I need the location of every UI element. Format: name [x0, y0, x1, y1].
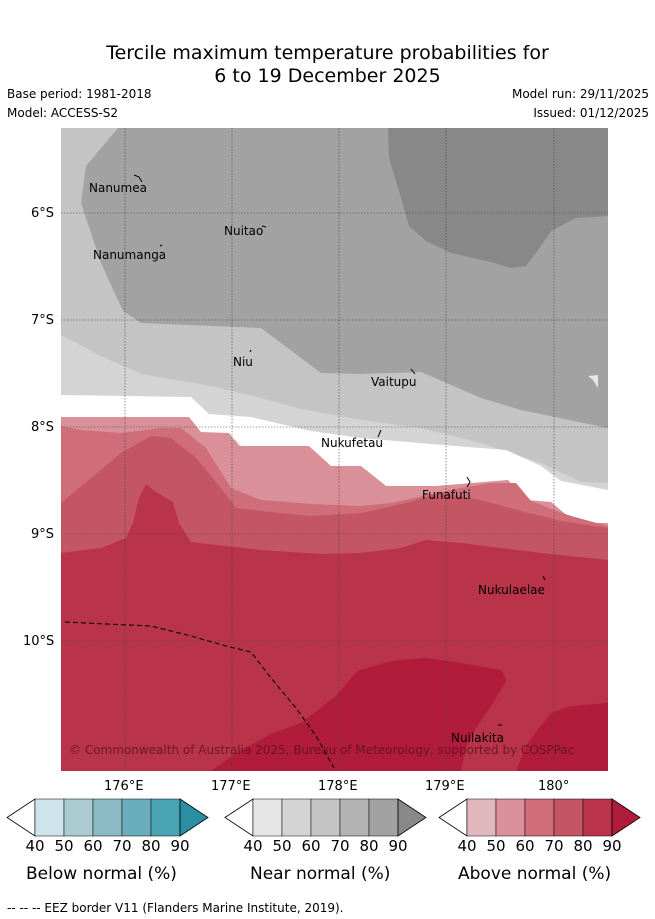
above-normal-90-zone-east [516, 703, 608, 771]
colorbar-tick-label: 50 [486, 837, 506, 855]
colorbar-tick-label: 50 [54, 837, 74, 855]
colorbar-high-arrow [397, 798, 427, 837]
colorbar-tick-label: 40 [25, 837, 45, 855]
forecast-map: Nanumea Nuitao Nanumanga Niu Vaitupu Nuk… [61, 128, 608, 771]
colorbar-segment [553, 798, 584, 837]
colorbar-segment [339, 798, 370, 837]
colorbar-segment [368, 798, 399, 837]
colorbar-high-arrow [179, 798, 209, 837]
colorbar-1 [224, 798, 427, 837]
colorbar-tick-label: 90 [388, 837, 408, 855]
colorbar-segment [150, 798, 181, 837]
colorbar-2 [438, 798, 641, 837]
colorbar-tick-label: 60 [83, 837, 103, 855]
colorbar-low-arrow [438, 798, 468, 837]
colorbar-0 [6, 798, 209, 837]
lat-label: 10°S [23, 634, 55, 649]
place-label: Niu [233, 355, 253, 369]
colorbar-segment [310, 798, 341, 837]
colorbar-segment [63, 798, 94, 837]
lat-label: 8°S [31, 420, 55, 435]
colorbar-segment [524, 798, 555, 837]
colorbar-segment [495, 798, 526, 837]
colorbar-segment [281, 798, 312, 837]
near-normal-90-zone [388, 128, 608, 268]
lon-label: 180° [538, 779, 570, 794]
colorbar-tick-label: 80 [359, 837, 379, 855]
colorbar-label-above: Above normal (%) [458, 864, 612, 884]
colorbar-tick-label: 70 [112, 837, 132, 855]
above-normal-90-zone [211, 658, 507, 771]
colorbar-low-arrow [224, 798, 254, 837]
place-label: Nukufetau [321, 436, 383, 450]
colorbar-tick-label: 60 [515, 837, 535, 855]
colorbar-tick-label: 60 [301, 837, 321, 855]
model-name: Model: ACCESS-S2 [7, 106, 119, 120]
eez-border [64, 621, 335, 769]
small-patch [588, 375, 598, 388]
lat-label: 9°S [31, 527, 55, 542]
colorbar-tick-label: 90 [170, 837, 190, 855]
colorbar-segment [121, 798, 152, 837]
colorbar-tick-label: 80 [141, 837, 161, 855]
colorbar-segment [34, 798, 65, 837]
gridlines [61, 128, 608, 771]
place-label: Nanumea [89, 181, 147, 195]
colorbar-segment [466, 798, 497, 837]
colorbar-tick-label: 40 [243, 837, 263, 855]
lon-label: 177°E [211, 779, 251, 794]
title-line-1: Tercile maximum temperature probabilitie… [106, 42, 549, 64]
island-marks [133, 174, 546, 726]
colorbars [6, 798, 641, 837]
colorbar-low-arrow [6, 798, 36, 837]
colorbar-high-arrow [611, 798, 641, 837]
place-label: Nuitao [224, 224, 263, 238]
colorbar-segment [582, 798, 613, 837]
lon-label: 176°E [104, 779, 144, 794]
place-label: Vaitupu [371, 375, 417, 389]
colorbar-tick-label: 90 [602, 837, 622, 855]
model-run: Model run: 29/11/2025 [511, 87, 649, 101]
eez-footnote: -- -- -- EEZ border V11 (Flanders Marine… [7, 901, 344, 915]
colorbar-segment [252, 798, 283, 837]
lat-label: 6°S [31, 206, 55, 221]
copyright-text: © Commonwealth of Australia 2025, Bureau… [69, 743, 574, 757]
colorbar-tick-label: 80 [573, 837, 593, 855]
colorbar-label-near: Near normal (%) [250, 864, 391, 884]
lon-label: 179°E [425, 779, 465, 794]
base-period: Base period: 1981-2018 [7, 87, 152, 101]
colorbar-tick-label: 40 [457, 837, 477, 855]
colorbar-tick-label: 70 [544, 837, 564, 855]
place-label: Nuilakita [451, 731, 504, 745]
colorbar-segment [92, 798, 123, 837]
place-label: Nukulaelae [478, 583, 545, 597]
lat-label: 7°S [31, 313, 55, 328]
place-label: Nanumanga [93, 248, 166, 262]
colorbar-tick-label: 50 [272, 837, 292, 855]
title-line-2: 6 to 19 December 2025 [214, 65, 441, 87]
issued-date: Issued: 01/12/2025 [533, 106, 649, 120]
place-label: Funafuti [422, 488, 471, 502]
lon-label: 178°E [318, 779, 358, 794]
colorbar-tick-label: 70 [330, 837, 350, 855]
colorbar-label-below: Below normal (%) [26, 864, 177, 884]
